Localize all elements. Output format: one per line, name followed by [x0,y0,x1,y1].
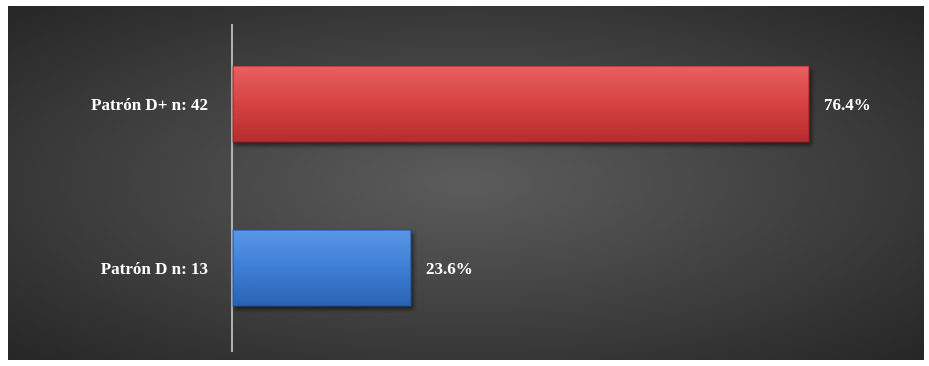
category-label-1: Patrón D n: 13 [101,259,208,278]
bar-chart: Patrón D+ n: 42 76.4% Patrón D n: 13 23.6% [91,24,871,352]
value-label-0: 76.4% [824,95,871,114]
category-label-0: Patrón D+ n: 42 [91,95,208,114]
bar-1 [232,229,412,307]
value-label-1: 23.6% [426,259,473,278]
bar-0 [232,65,810,143]
bars-group: Patrón D+ n: 42 76.4% Patrón D n: 13 23.6% [91,65,871,307]
chart-panel: Patrón D+ n: 42 76.4% Patrón D n: 13 23.6% [8,6,924,360]
